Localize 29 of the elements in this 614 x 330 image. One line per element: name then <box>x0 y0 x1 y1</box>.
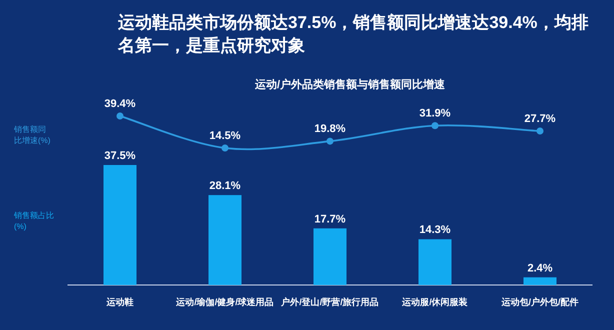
text: 销售额同比增速(%) <box>13 125 51 145</box>
point <box>536 128 544 135</box>
data-label: 27.7% <box>524 113 556 126</box>
point <box>222 144 228 152</box>
data-label: 37.5% <box>104 150 136 162</box>
point <box>326 138 334 145</box>
x-tick-label: 户外/登山/野营/旅行用品 <box>280 297 379 307</box>
text: 销售额占比(%) <box>13 211 54 231</box>
x-tick-label: 运动/瑜伽/健身/球迷用品 <box>175 297 274 307</box>
x-tick-label: 运动服/休闲服装 <box>401 297 469 307</box>
point <box>116 112 124 120</box>
bar <box>314 228 346 285</box>
data-label: 14.3% <box>419 224 451 236</box>
bar <box>524 277 556 285</box>
data-label: 2.4% <box>527 262 553 274</box>
bar <box>104 165 136 285</box>
data-label: 14.5% <box>209 130 241 142</box>
point <box>432 122 438 130</box>
data-label: 17.7% <box>314 213 346 226</box>
bar <box>208 195 242 285</box>
x-tick-label: 运动包/户外包/配件 <box>500 297 579 307</box>
chart-title: 运动鞋品类市场份额达37.5%，销售额同比增速达39.4%，均排名第一，是重点研究对象 <box>117 13 588 55</box>
data-label: 39.4% <box>104 98 136 110</box>
chart-subtitle: 运动/户外品类销售额与销售额同比增速 <box>254 78 446 91</box>
data-label: 28.1% <box>209 180 241 192</box>
bar <box>418 239 452 285</box>
data-label: 19.8% <box>314 123 346 136</box>
data-label: 31.9% <box>419 108 451 120</box>
x-tick-label: 运动鞋 <box>106 297 134 307</box>
